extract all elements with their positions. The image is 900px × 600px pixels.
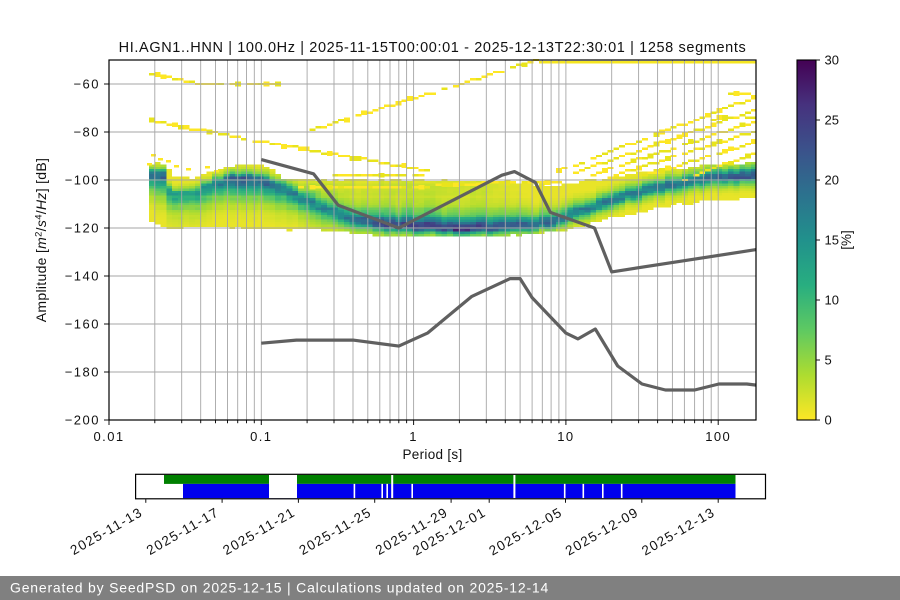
svg-text:−140: −140 [65, 269, 100, 284]
svg-text:20: 20 [825, 173, 839, 188]
svg-text:−200: −200 [65, 413, 100, 428]
svg-text:10: 10 [557, 429, 574, 444]
svg-text:2025-11-17: 2025-11-17 [144, 504, 222, 558]
svg-text:100: 100 [705, 429, 731, 444]
svg-text:0.1: 0.1 [250, 429, 272, 444]
svg-text:0.01: 0.01 [94, 429, 125, 444]
svg-text:−60: −60 [73, 77, 100, 92]
svg-text:HI.AGN1..HNN | 100.0Hz | 2025-: HI.AGN1..HNN | 100.0Hz | 2025-11-15T00:0… [119, 40, 747, 56]
svg-text:−120: −120 [65, 221, 100, 236]
svg-text:15: 15 [825, 233, 839, 248]
svg-text:Amplitude [m2/s4/Hz] [dB]: Amplitude [m2/s4/Hz] [dB] [33, 158, 49, 322]
svg-text:2025-11-25: 2025-11-25 [296, 504, 374, 558]
svg-text:5: 5 [825, 353, 832, 368]
svg-text:Generated by SeedPSD on 2025-1: Generated by SeedPSD on 2025-12-15 | Cal… [10, 580, 549, 596]
svg-text:2025-12-13: 2025-12-13 [639, 504, 718, 558]
svg-text:−80: −80 [73, 125, 100, 140]
svg-text:2025-12-09: 2025-12-09 [563, 504, 642, 558]
svg-text:−180: −180 [65, 365, 100, 380]
svg-text:10: 10 [825, 293, 839, 308]
svg-text:30: 30 [825, 53, 839, 68]
svg-text:2025-11-13: 2025-11-13 [68, 504, 146, 558]
svg-text:−160: −160 [65, 317, 100, 332]
svg-text:25: 25 [825, 113, 839, 128]
svg-text:Period [s]: Period [s] [402, 447, 462, 462]
svg-text:2025-11-21: 2025-11-21 [220, 504, 298, 558]
svg-text:[%]: [%] [839, 230, 854, 250]
svg-text:0: 0 [825, 413, 832, 428]
svg-text:1: 1 [409, 429, 418, 444]
svg-text:−100: −100 [65, 173, 100, 188]
svg-text:2025-12-05: 2025-12-05 [486, 504, 565, 558]
